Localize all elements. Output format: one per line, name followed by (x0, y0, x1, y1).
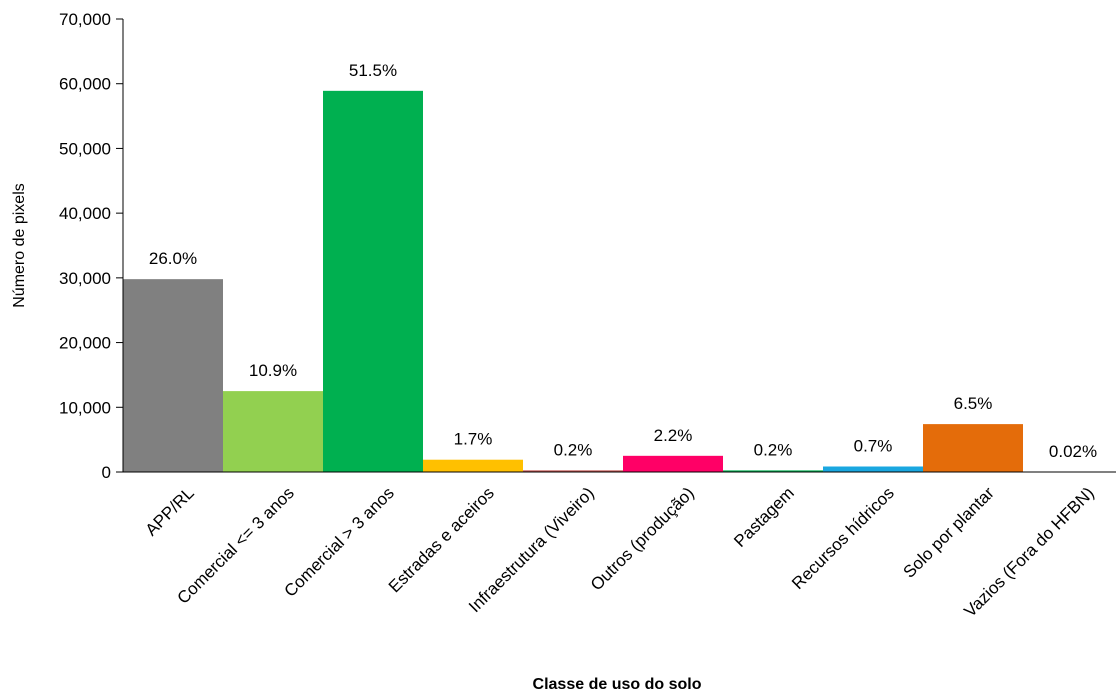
y-tick-label: 30,000 (59, 269, 111, 288)
bar-data-label: 6.5% (954, 394, 993, 413)
y-axis-title: Número de pixels (11, 183, 28, 308)
bar-data-label: 0.02% (1049, 442, 1097, 461)
bar (923, 424, 1023, 472)
bar-data-label: 0.2% (554, 440, 593, 459)
x-category-label: Outros (produção) (587, 483, 698, 594)
bar (823, 466, 923, 472)
x-category-label: APP/RL (142, 483, 198, 539)
y-tick-label: 10,000 (59, 398, 111, 417)
x-category-label: Pastagem (730, 483, 798, 551)
y-tick-label: 50,000 (59, 139, 111, 158)
bar (623, 456, 723, 472)
x-category-label: Comercial > 3 anos (280, 483, 397, 600)
y-axis-ticks: 0 10,000 20,000 30,000 40,000 50,000 60,000 70,… (59, 10, 123, 482)
bar (423, 460, 523, 472)
y-tick-label: 20,000 (59, 334, 111, 353)
x-category-label: Solo por plantar (900, 483, 999, 582)
x-category-label: Estradas e aceiros (385, 483, 498, 596)
bar-data-label: 2.2% (654, 426, 693, 445)
y-tick-label: 70,000 (59, 10, 111, 29)
y-tick-label: 60,000 (59, 75, 111, 94)
bar-data-label: 10.9% (249, 361, 297, 380)
bar (123, 279, 223, 472)
bar-data-label: 0.7% (854, 436, 893, 455)
bar (223, 391, 323, 472)
bar-data-label: 26.0% (149, 249, 197, 268)
bar-data-label: 0.2% (754, 440, 793, 459)
bars-group (123, 91, 1116, 472)
bar-data-label: 1.7% (454, 430, 493, 449)
x-category-label: Recursos hídricos (788, 483, 898, 593)
bar (323, 91, 423, 472)
bar-data-label: 51.5% (349, 61, 397, 80)
x-axis-title: Classe de uso do solo (533, 676, 702, 691)
y-tick-label: 0 (102, 463, 111, 482)
y-tick-label: 40,000 (59, 204, 111, 223)
